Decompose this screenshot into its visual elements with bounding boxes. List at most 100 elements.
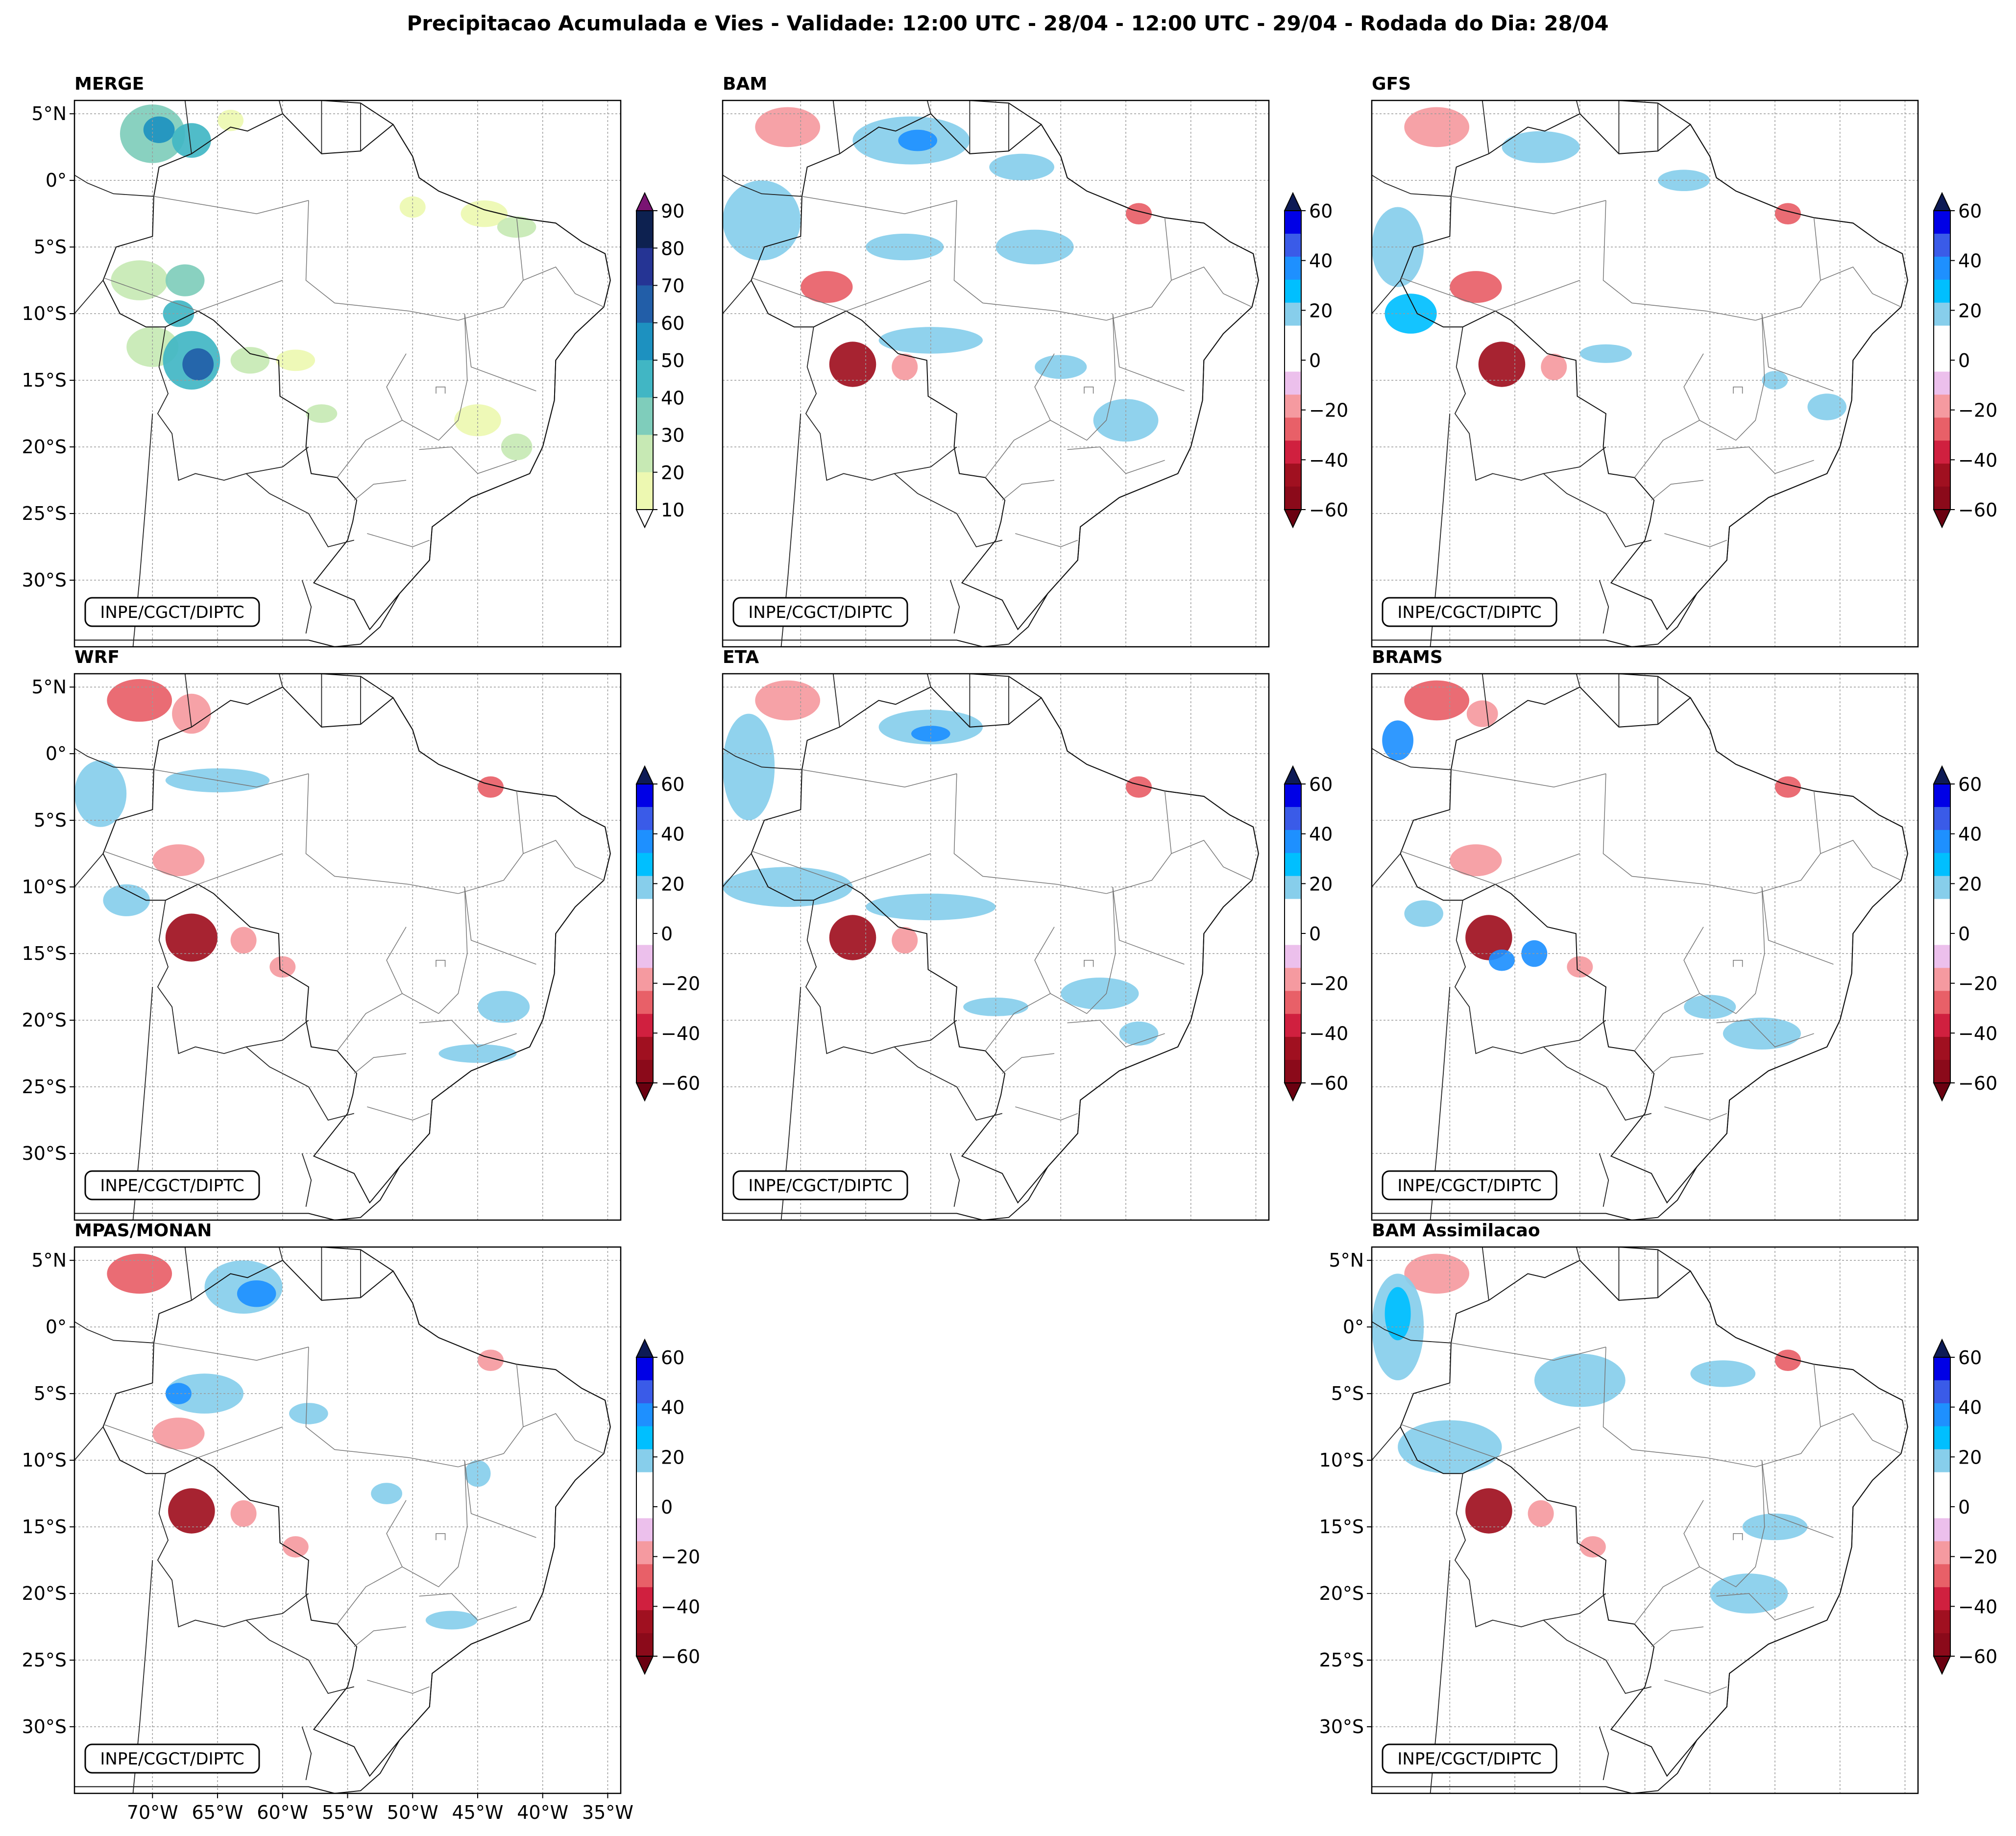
state-border [1651,480,1704,501]
colorbar-segment [636,360,653,398]
state-border [1451,196,1606,214]
lat-tick-label: 15°S [22,1516,67,1538]
map-panel-merge: MERGE INPE/CGCT/DIPTC 5°N 0° 5°S 10°S 15°S 20°S… [22,74,622,648]
country-border [301,580,312,634]
country-border [74,748,154,770]
field-blob [1384,1287,1411,1341]
colorbar-tick-label: −20 [1958,1546,1997,1568]
colorbar-segment [636,322,653,361]
colorbar-extend-over [1933,192,1951,211]
brazil-border [102,686,611,1204]
credit-box [732,597,908,627]
country-border [1372,853,1401,888]
map-area [1372,674,1918,1220]
colorbar-segment [636,1060,653,1083]
country-border [184,100,192,154]
colorbar-segment [1285,302,1301,326]
colorbar-tick-label: 20 [1958,873,1982,895]
colorbar-tick-label: 20 [661,462,684,484]
field-blob [892,353,918,381]
brazil-border [1400,686,1908,1204]
colorbar-segment [1934,1587,1950,1611]
colorbar-extend-over [635,192,654,211]
credit-box [1382,1170,1557,1200]
lat-tick-label: 10°S [22,876,67,898]
colorbar-segment [1934,348,1950,372]
field-blob [289,1403,328,1424]
state-border [402,1460,468,1588]
colorbar-tick-label: −20 [1309,400,1348,421]
colorbar-segment [636,1518,653,1542]
brazil-border [751,113,1259,631]
colorbar-tick-label: −40 [1309,449,1348,471]
colorbar-segment [636,853,653,877]
field-blob [438,1044,517,1063]
credit-label: INPE/CGCT/DIPTC [100,1176,244,1196]
state-border [523,266,604,308]
state-border [305,773,459,894]
country-border [74,280,104,315]
field-blob [989,153,1054,181]
map-frame [73,673,622,1221]
country-border [184,674,192,727]
panel-title: BAM Assimilacao [1372,1221,1540,1241]
country-border [301,1153,312,1207]
panel-title: BRAMS [1372,647,1443,667]
lat-tick-label: 5°N [1329,1249,1364,1271]
colorbar-tick-label: −60 [1958,1646,1997,1667]
lat-tick-label: 10°S [1319,1449,1364,1471]
colorbar-segment [1934,1472,1950,1496]
country-border [1482,100,1489,154]
colorbar-segment [1285,371,1301,395]
field-blob [1450,271,1502,303]
brazil-border [102,1259,611,1777]
colorbar-segment [1934,1610,1950,1634]
colorbar-tick-label: −60 [1958,499,1997,521]
lon-tick-label: 60°W [257,1802,308,1823]
field-blob [1372,207,1424,287]
lat-tick-label: 25°S [22,1076,67,1098]
field-blob [1404,900,1443,927]
field-blob [1035,355,1087,379]
map-area [74,1247,621,1793]
field-blob [1567,956,1593,978]
panel-title: ETA [723,647,759,667]
colorbar-tick-label: 0 [1958,350,1970,371]
country-border [1482,1247,1489,1300]
state-border [1067,1020,1165,1048]
state-border [1015,1106,1078,1121]
colorbar-segment [1934,1357,1950,1381]
colorbar-segment [636,1633,653,1657]
country-border [1543,1619,1652,1694]
lat-tick-label: 30°S [22,1716,67,1738]
country-border [894,473,1003,548]
state-border [1651,1626,1704,1647]
map-area [1372,1247,1918,1793]
state-border [1495,853,1580,885]
credit-label: INPE/CGCT/DIPTC [1397,1176,1541,1196]
credit-box [732,1170,908,1200]
colorbar-extend-under [1284,1082,1302,1102]
country-border [245,473,355,548]
country-border [157,327,309,481]
map-panel-brams: BRAMS INPE/CGCT/DIPTC [1371,647,1919,1221]
colorbar-segment [1934,1564,1950,1588]
map-panel-mpas: MPAS/MONAN INPE/CGCT/DIPTC 5°N 0° 5°S 10°S 15°… [22,1221,633,1823]
colorbar-tick-label: −40 [1309,1023,1348,1044]
colorbar-segment [1934,784,1950,808]
lat-tick-label: 20°S [22,1583,67,1604]
country-border [74,174,154,197]
colorbar-extend-under [1284,509,1302,529]
state-border [402,887,468,1014]
colorbar-tick-label: −40 [1958,449,1997,471]
field-blob [996,229,1074,265]
colorbar-tick-label: 20 [661,1446,684,1468]
country-border [832,100,840,154]
colorbar-extend-under [635,1082,654,1102]
country-border [949,580,960,634]
lat-tick-label: 5°S [34,236,67,258]
country-border [1372,1426,1401,1462]
state-border [523,1413,604,1454]
state-border [1495,280,1580,312]
country-border [74,1426,104,1462]
